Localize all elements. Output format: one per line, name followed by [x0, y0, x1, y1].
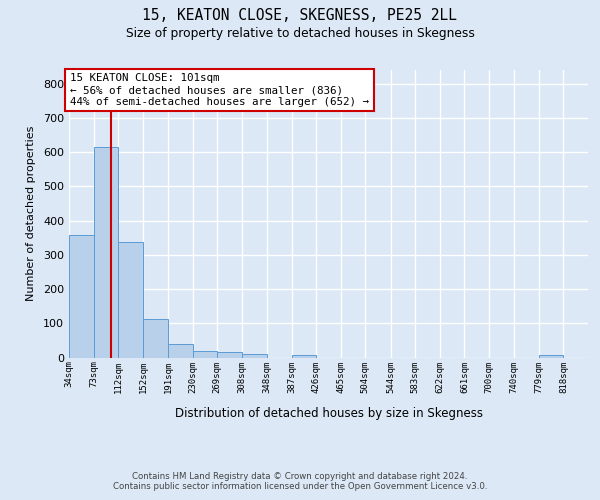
Bar: [94, 148, 118, 358]
Text: Size of property relative to detached houses in Skegness: Size of property relative to detached ho…: [125, 28, 475, 40]
Text: Contains HM Land Registry data © Crown copyright and database right 2024.
Contai: Contains HM Land Registry data © Crown c…: [113, 472, 487, 491]
Text: 15 KEATON CLOSE: 101sqm
← 56% of detached houses are smaller (836)
44% of semi-d: 15 KEATON CLOSE: 101sqm ← 56% of detache…: [70, 74, 369, 106]
Bar: [118, 242, 143, 358]
Bar: [217, 352, 242, 358]
Bar: [193, 350, 217, 358]
Bar: [69, 235, 94, 358]
Bar: [539, 355, 563, 358]
Bar: [143, 319, 168, 358]
Bar: [292, 355, 316, 358]
Y-axis label: Number of detached properties: Number of detached properties: [26, 126, 36, 302]
Bar: [242, 354, 267, 358]
Bar: [168, 344, 193, 358]
Text: Distribution of detached houses by size in Skegness: Distribution of detached houses by size …: [175, 408, 483, 420]
Text: 15, KEATON CLOSE, SKEGNESS, PE25 2LL: 15, KEATON CLOSE, SKEGNESS, PE25 2LL: [143, 8, 458, 22]
